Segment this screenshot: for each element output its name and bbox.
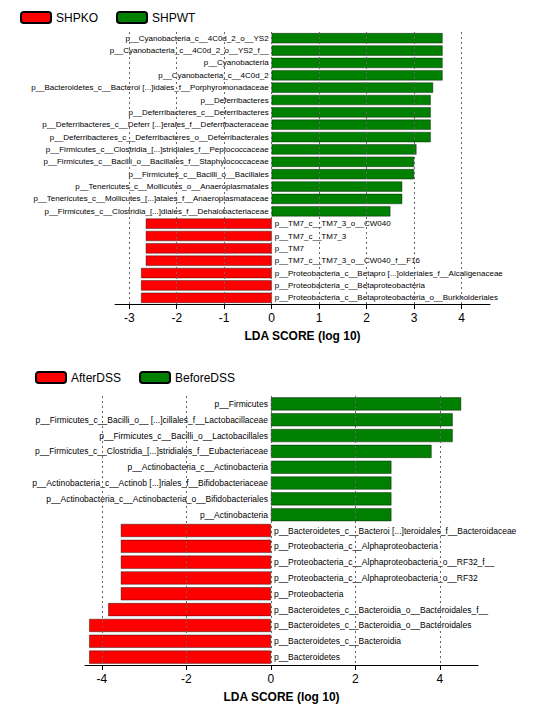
svg-text:4: 4 xyxy=(437,672,444,686)
svg-text:p__Proteobacteria_c__Betapro [: p__Proteobacteria_c__Betapro [...]olderi… xyxy=(275,269,504,278)
svg-text:4: 4 xyxy=(458,311,465,325)
svg-text:p__Firmicutes: p__Firmicutes xyxy=(215,399,268,409)
svg-text:p__Proteobacteria_c__Betaprote: p__Proteobacteria_c__Betaproteobacteria xyxy=(275,281,426,290)
svg-text:p__Actinobacteria_c__Actinobac: p__Actinobacteria_c__Actinobacteria_o__B… xyxy=(46,494,268,504)
svg-text:BeforeDSS: BeforeDSS xyxy=(175,371,235,385)
svg-text:LDA SCORE (log 10): LDA SCORE (log 10) xyxy=(244,329,360,343)
svg-text:1: 1 xyxy=(316,311,323,325)
svg-text:p__Firmicutes_c__Clostridia_[.: p__Firmicutes_c__Clostridia_[...]stridia… xyxy=(35,446,268,456)
svg-text:3: 3 xyxy=(411,311,418,325)
svg-text:p__Deferribacteres_c__Deferrib: p__Deferribacteres_c__Deferribacteres_o_… xyxy=(50,133,269,142)
svg-text:p__Actinobacteria_c__Actinobac: p__Actinobacteria_c__Actinobacteria xyxy=(128,462,269,472)
svg-text:p__Cyanobacteria: p__Cyanobacteria xyxy=(204,58,269,67)
svg-text:0: 0 xyxy=(268,311,275,325)
svg-text:p__Tenericutes_c__Mollicutes_o: p__Tenericutes_c__Mollicutes_o__Anaeropl… xyxy=(75,182,268,191)
svg-text:SHPWT: SHPWT xyxy=(152,11,196,25)
svg-text:0: 0 xyxy=(268,672,275,686)
svg-text:p__Cyanobacteria_c__4C0d_2_o__: p__Cyanobacteria_c__4C0d_2_o__YS2_f__ xyxy=(110,46,269,55)
svg-text:p__Firmicutes_c__Clostridia_[.: p__Firmicutes_c__Clostridia_[...]stridia… xyxy=(46,145,269,154)
svg-text:-1: -1 xyxy=(219,311,230,325)
svg-text:p__Actinobacteria_c__Actinob [: p__Actinobacteria_c__Actinob [...]riales… xyxy=(32,478,268,488)
svg-text:p__Bacteroidetes: p__Bacteroidetes xyxy=(274,652,340,662)
svg-text:-2: -2 xyxy=(181,672,192,686)
svg-text:p__TM7_c__TM7_3: p__TM7_c__TM7_3 xyxy=(275,232,347,241)
svg-text:p__TM7: p__TM7 xyxy=(275,244,305,253)
svg-text:AfterDSS: AfterDSS xyxy=(71,371,121,385)
svg-text:p__Deferribacteres: p__Deferribacteres xyxy=(201,96,269,105)
svg-text:p__Firmicutes_c__Bacilli_o__La: p__Firmicutes_c__Bacilli_o__Lactobacilla… xyxy=(99,431,268,441)
svg-text:p__Proteobacteria_c__Alphaprot: p__Proteobacteria_c__Alphaproteobacteria xyxy=(274,541,438,551)
svg-text:p__Bacteroidetes_c__Bacteroi [: p__Bacteroidetes_c__Bacteroi [...]idales… xyxy=(31,83,269,92)
svg-text:p__Proteobacteria: p__Proteobacteria xyxy=(274,589,344,599)
svg-text:p__Firmicutes_c__Bacilli_o__Ba: p__Firmicutes_c__Bacilli_o__Bacillales_f… xyxy=(44,157,270,166)
svg-text:LDA SCORE (log 10): LDA SCORE (log 10) xyxy=(223,690,339,704)
svg-text:p__Deferribacteres_c__Deferrib: p__Deferribacteres_c__Deferribacteres xyxy=(129,108,269,117)
svg-text:SHPKO: SHPKO xyxy=(56,11,98,25)
svg-text:p__TM7_c__TM7_3_o__CW040_f__F1: p__TM7_c__TM7_3_o__CW040_f__F16 xyxy=(275,256,421,265)
svg-text:p__Firmicutes_c__Bacilli_o__Ba: p__Firmicutes_c__Bacilli_o__Bacillales xyxy=(129,170,269,179)
svg-text:-2: -2 xyxy=(171,311,182,325)
svg-text:p__Proteobacteria_c__Alphaprot: p__Proteobacteria_c__Alphaproteobacteria… xyxy=(274,557,494,567)
svg-text:p__Proteobacteria_c__Betaprote: p__Proteobacteria_c__Betaproteobacteria_… xyxy=(275,293,498,302)
svg-text:p__Bacteroidetes_c__Bacteroidi: p__Bacteroidetes_c__Bacteroidia_o__Bacte… xyxy=(274,620,472,630)
svg-text:p__Firmicutes_c__Bacilli_o__ [: p__Firmicutes_c__Bacilli_o__ [...]cillal… xyxy=(35,415,268,425)
svg-text:p__TM7_c__TM7_3_o__CW040: p__TM7_c__TM7_3_o__CW040 xyxy=(275,219,392,228)
svg-text:p__Bacteroidetes_c__Bacteroidi: p__Bacteroidetes_c__Bacteroidia xyxy=(274,636,401,646)
svg-text:p__Actinobacteria: p__Actinobacteria xyxy=(200,510,268,520)
svg-text:p__Tenericutes_c__Mollicutes_[: p__Tenericutes_c__Mollicutes_[...]atales… xyxy=(33,194,269,203)
svg-text:2: 2 xyxy=(363,311,370,325)
svg-text:2: 2 xyxy=(352,672,359,686)
svg-text:p__Bacteroidetes_c__Bacteroidi: p__Bacteroidetes_c__Bacteroidia_o__Bacte… xyxy=(274,605,488,615)
svg-text:p__Proteobacteria_c__Alphaprot: p__Proteobacteria_c__Alphaproteobacteria… xyxy=(274,573,478,583)
svg-text:p__Deferribacteres_c__Deferr [: p__Deferribacteres_c__Deferr [...]erales… xyxy=(42,120,269,129)
svg-text:-4: -4 xyxy=(97,672,108,686)
svg-text:p__Cyanobacteria_c__4C0d_2: p__Cyanobacteria_c__4C0d_2 xyxy=(158,71,269,80)
svg-text:p__Bacteroidetes_c__Bacteroi [: p__Bacteroidetes_c__Bacteroi [...]teroid… xyxy=(274,526,517,536)
svg-text:p__Firmicutes_c__Clostridia_[.: p__Firmicutes_c__Clostridia_[...]diales_… xyxy=(45,207,270,216)
svg-text:-3: -3 xyxy=(124,311,135,325)
svg-text:p__Cyanobacteria_c__4C0d_2_o__: p__Cyanobacteria_c__4C0d_2_o__YS2 xyxy=(125,34,269,43)
